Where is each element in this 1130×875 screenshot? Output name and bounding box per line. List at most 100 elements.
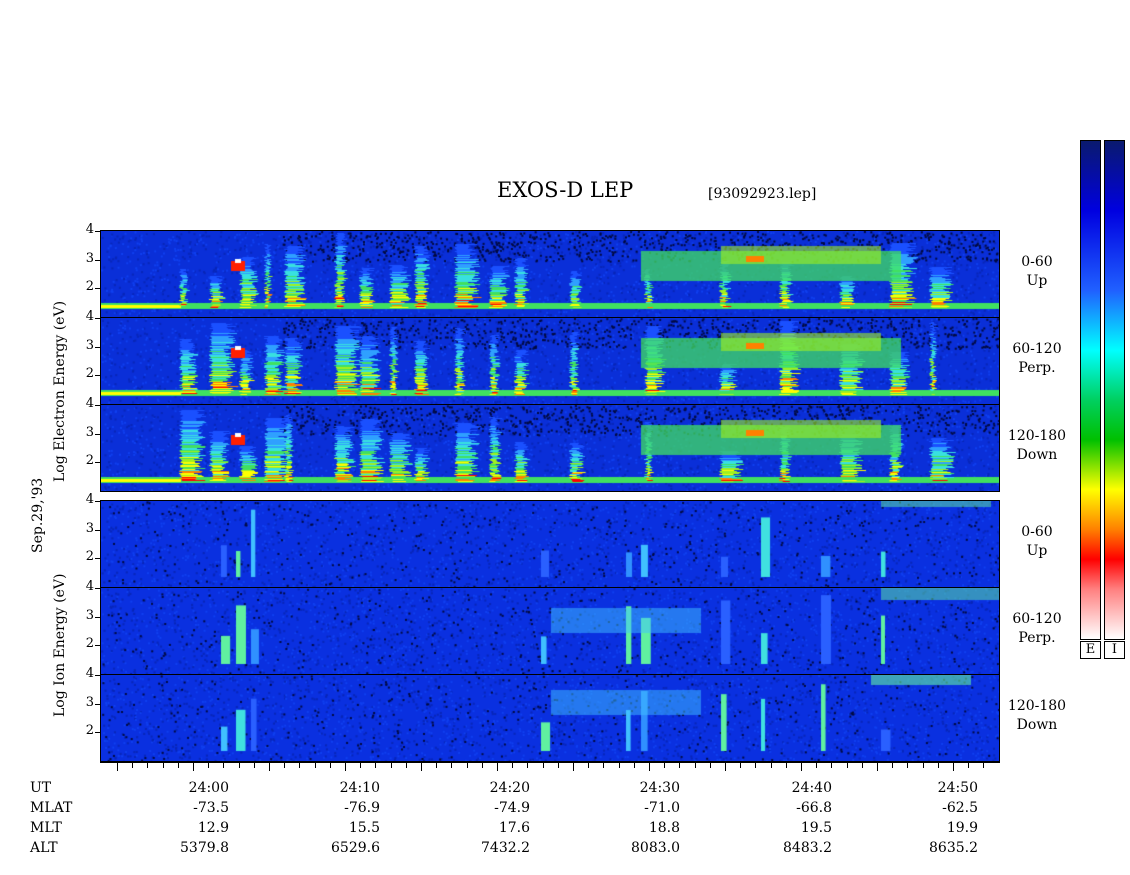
x-minor-tick bbox=[937, 763, 939, 768]
colorbar-label-i: I bbox=[1104, 641, 1125, 659]
x-minor-tick bbox=[284, 763, 286, 768]
x-minor-tick bbox=[208, 763, 210, 768]
y-tick-mark bbox=[95, 558, 100, 560]
x-minor-tick bbox=[238, 763, 240, 768]
x-minor-tick bbox=[679, 763, 681, 768]
file-label: [93092923.lep] bbox=[708, 186, 817, 202]
x-minor-tick bbox=[481, 763, 483, 768]
pitch-angle-range: 120-180 bbox=[1007, 698, 1067, 714]
y-tick-label: 2 bbox=[85, 453, 94, 469]
y-tick-mark bbox=[95, 375, 100, 377]
x-minor-tick bbox=[451, 763, 453, 768]
x-value-mlat: -73.5 bbox=[193, 800, 229, 816]
x-minor-tick bbox=[253, 763, 255, 768]
colorbar-label-e: E bbox=[1080, 641, 1101, 659]
spectrogram-canvas-2 bbox=[101, 318, 1000, 404]
y-tick-label: 3 bbox=[85, 337, 94, 353]
x-minor-tick bbox=[527, 763, 529, 768]
y-tick-mark bbox=[95, 529, 100, 531]
x-minor-tick bbox=[542, 763, 544, 768]
x-value-x_ticks_ut: 24:40 bbox=[791, 780, 832, 796]
x-minor-tick bbox=[360, 763, 362, 768]
x-major-tick bbox=[269, 763, 270, 771]
x-value-mlat: -62.5 bbox=[942, 800, 978, 816]
x-value-mlat: -71.0 bbox=[644, 800, 680, 816]
panel-label-4: 0-60 Up bbox=[1002, 523, 1072, 561]
row-header-alt: ALT bbox=[30, 840, 58, 856]
y-tick-label: 4 bbox=[85, 396, 94, 411]
y-tick-label: 3 bbox=[85, 520, 94, 536]
x-minor-tick bbox=[664, 763, 666, 768]
y-tick-mark bbox=[95, 346, 100, 348]
x-minor-tick bbox=[831, 763, 833, 768]
x-value-x_ticks_ut: 24:10 bbox=[339, 780, 380, 796]
pitch-angle-range: 60-120 bbox=[1012, 611, 1062, 627]
x-value-mlt: 19.9 bbox=[946, 820, 978, 836]
spectrogram-panel-2 bbox=[101, 318, 1000, 404]
date-label: Sep.29,'93 bbox=[30, 477, 46, 553]
spectrogram-canvas-4 bbox=[101, 501, 1000, 587]
x-minor-tick bbox=[633, 763, 635, 768]
x-minor-tick bbox=[466, 763, 468, 768]
y-tick-mark bbox=[95, 288, 100, 290]
x-minor-tick bbox=[390, 763, 392, 768]
spectrogram-panel-6 bbox=[101, 675, 1000, 761]
x-minor-tick bbox=[861, 763, 863, 768]
x-value-mlt: 17.6 bbox=[498, 820, 530, 836]
x-minor-tick bbox=[968, 763, 970, 768]
y-tick-label: 2 bbox=[85, 279, 94, 295]
spectrogram-canvas-5 bbox=[101, 588, 1000, 674]
x-minor-tick bbox=[785, 763, 787, 768]
x-major-tick bbox=[193, 763, 194, 771]
x-minor-tick bbox=[816, 763, 818, 768]
x-value-x_ticks_ut: 24:50 bbox=[937, 780, 978, 796]
y-tick-mark bbox=[95, 433, 100, 435]
x-value-x_ticks_ut: 24:00 bbox=[188, 780, 229, 796]
panel-label-1: 0-60 Up bbox=[1002, 253, 1072, 291]
x-minor-tick bbox=[694, 763, 696, 768]
x-major-tick bbox=[725, 763, 726, 771]
y-tick-label: 4 bbox=[85, 666, 94, 681]
pitch-direction: Perp. bbox=[1018, 360, 1056, 376]
x-minor-tick bbox=[770, 763, 772, 768]
x-major-tick bbox=[953, 763, 954, 771]
pitch-direction: Up bbox=[1026, 273, 1048, 289]
y-tick-label: 4 bbox=[85, 579, 94, 594]
y-tick-mark bbox=[95, 259, 100, 261]
x-minor-tick bbox=[907, 763, 909, 768]
x-value-alt: 8635.2 bbox=[929, 840, 978, 856]
y-tick-mark bbox=[95, 703, 100, 705]
x-minor-tick bbox=[132, 763, 134, 768]
row-header-ut: UT bbox=[30, 780, 52, 796]
x-minor-tick bbox=[603, 763, 605, 768]
y-tick-label: 3 bbox=[85, 607, 94, 623]
x-minor-tick bbox=[299, 763, 301, 768]
y-tick-mark bbox=[95, 462, 100, 464]
x-value-alt: 7432.2 bbox=[481, 840, 530, 856]
x-minor-tick bbox=[162, 763, 164, 768]
x-axis-line bbox=[100, 762, 1000, 763]
x-major-tick bbox=[421, 763, 422, 771]
y-tick-label: 3 bbox=[85, 250, 94, 266]
x-minor-tick bbox=[223, 763, 225, 768]
x-minor-tick bbox=[405, 763, 407, 768]
ion-colorbar bbox=[1104, 140, 1125, 640]
x-minor-tick bbox=[740, 763, 742, 768]
y-tick-label: 3 bbox=[85, 424, 94, 440]
spectrogram-canvas-1 bbox=[101, 231, 1000, 317]
x-major-tick bbox=[345, 763, 346, 771]
pitch-direction: Up bbox=[1026, 543, 1048, 559]
spectrogram-panel-3 bbox=[101, 405, 1000, 491]
x-value-alt: 6529.6 bbox=[331, 840, 380, 856]
pitch-direction: Down bbox=[1016, 717, 1058, 733]
y-tick-mark bbox=[95, 231, 100, 232]
electron-colorbar bbox=[1080, 140, 1101, 640]
x-minor-tick bbox=[709, 763, 711, 768]
y-tick-mark bbox=[95, 732, 100, 734]
x-value-mlt: 12.9 bbox=[197, 820, 229, 836]
y-tick-label: 4 bbox=[85, 492, 94, 507]
x-minor-tick bbox=[177, 763, 179, 768]
row-header-mlt: MLT bbox=[30, 820, 62, 836]
x-major-tick bbox=[573, 763, 574, 771]
x-value-x_ticks_ut: 24:30 bbox=[639, 780, 680, 796]
